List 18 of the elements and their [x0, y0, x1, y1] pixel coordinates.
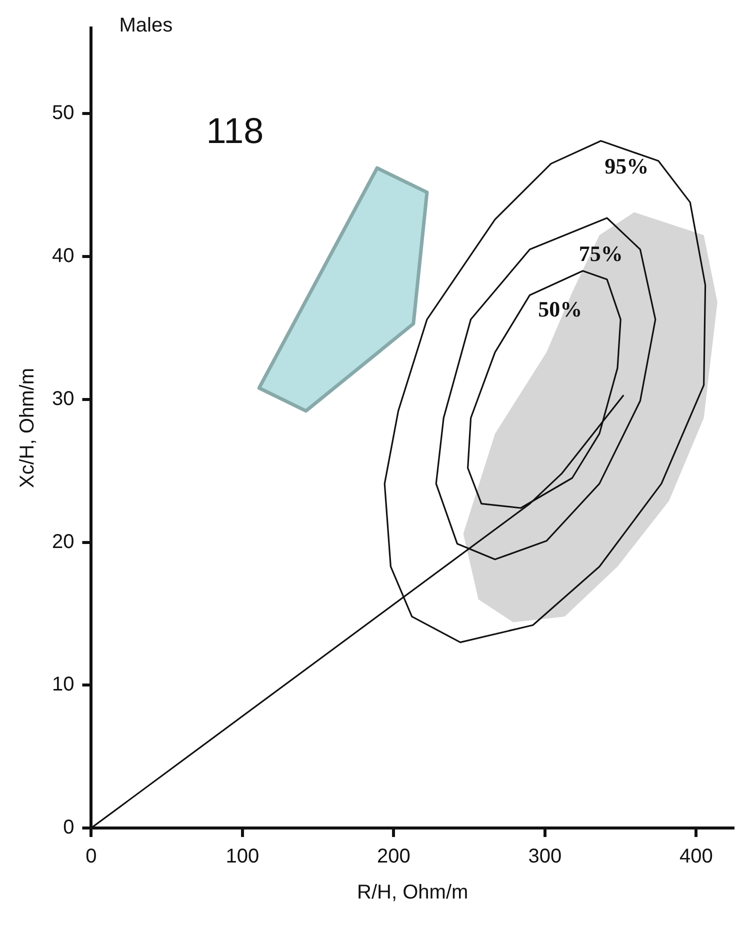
chart-title: Males [119, 14, 173, 37]
x-tick-label: 100 [226, 846, 260, 868]
y-tick-label: 0 [63, 816, 74, 839]
x-tick-label: 200 [377, 846, 410, 868]
y-tick-label: 30 [52, 388, 74, 410]
x-axis-title: R/H, Ohm/m [357, 882, 468, 904]
annotation: 118 [206, 110, 264, 151]
annotation: 95% [604, 154, 649, 179]
y-axis-title: Xc/H, Ohm/m [16, 368, 39, 488]
annotation: 75% [578, 240, 623, 266]
x-tick-label: 0 [86, 846, 97, 868]
y-tick-label: 20 [52, 530, 74, 553]
x-tick-label: 300 [528, 846, 562, 868]
x-tick-label: 400 [680, 846, 713, 868]
y-tick-label: 40 [52, 245, 74, 268]
y-tick-label: 10 [52, 674, 74, 696]
annotation: 50% [538, 296, 582, 322]
y-tick-label: 50 [52, 102, 74, 124]
